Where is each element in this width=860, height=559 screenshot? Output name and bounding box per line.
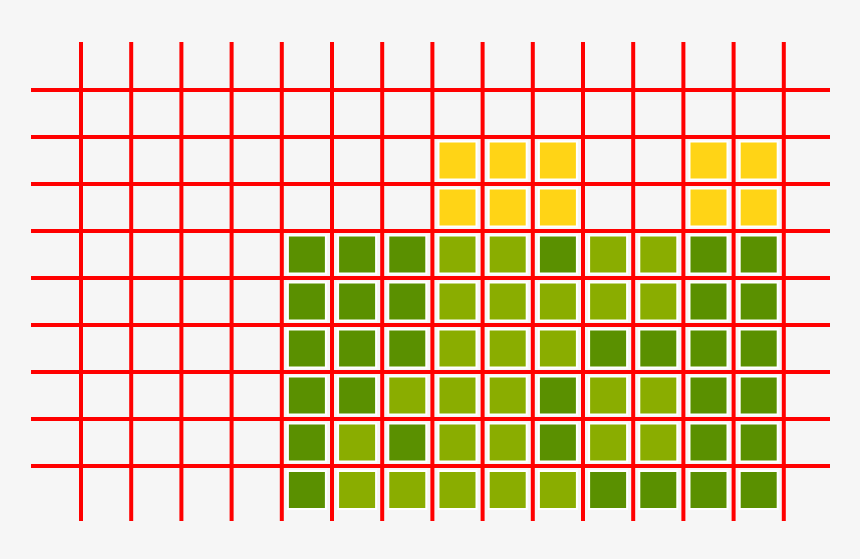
- cell: [537, 422, 578, 463]
- cell: [688, 328, 729, 369]
- cell: [688, 375, 729, 416]
- cell: [337, 470, 378, 510]
- cell: [588, 470, 629, 510]
- cell: [588, 328, 629, 369]
- cell: [337, 281, 378, 322]
- cell: [437, 328, 478, 369]
- cell: [638, 234, 679, 275]
- cell: [487, 140, 528, 181]
- cell: [537, 281, 578, 322]
- cell: [437, 422, 478, 463]
- cell: [688, 422, 729, 463]
- cell: [537, 187, 578, 228]
- cell: [537, 328, 578, 369]
- cell: [738, 328, 779, 369]
- cell: [738, 187, 779, 228]
- cell: [487, 187, 528, 228]
- cell: [638, 375, 679, 416]
- cell: [286, 375, 327, 416]
- cell: [387, 422, 428, 463]
- cell: [437, 234, 478, 275]
- cell: [337, 328, 378, 369]
- cell: [337, 234, 378, 275]
- cell: [588, 422, 629, 463]
- cell: [387, 234, 428, 275]
- cell: [286, 470, 327, 510]
- cells: [286, 140, 779, 510]
- cell: [487, 470, 528, 510]
- cell: [286, 281, 327, 322]
- cell: [588, 281, 629, 322]
- cell: [688, 234, 729, 275]
- cell: [688, 281, 729, 322]
- cell: [738, 234, 779, 275]
- cell: [487, 422, 528, 463]
- cell: [738, 470, 779, 510]
- cell: [537, 234, 578, 275]
- cell: [537, 375, 578, 416]
- cell: [286, 328, 327, 369]
- cell: [588, 375, 629, 416]
- cell: [437, 187, 478, 228]
- grid-lines: [31, 42, 830, 521]
- cell: [337, 422, 378, 463]
- cell: [688, 470, 729, 510]
- cell: [738, 281, 779, 322]
- cell: [437, 375, 478, 416]
- cell: [638, 470, 679, 510]
- cell: [688, 140, 729, 181]
- cell: [638, 281, 679, 322]
- cell: [487, 281, 528, 322]
- cell: [387, 328, 428, 369]
- cell: [286, 422, 327, 463]
- cell: [738, 140, 779, 181]
- cell: [487, 234, 528, 275]
- cell: [437, 140, 478, 181]
- cell: [437, 281, 478, 322]
- cell: [286, 234, 327, 275]
- cell: [688, 187, 729, 228]
- cell: [387, 470, 428, 510]
- cell: [588, 234, 629, 275]
- cell: [387, 281, 428, 322]
- cell: [537, 140, 578, 181]
- cell: [487, 328, 528, 369]
- cell: [387, 375, 428, 416]
- cell: [738, 375, 779, 416]
- cell: [638, 328, 679, 369]
- cell: [537, 470, 578, 510]
- cell: [738, 422, 779, 463]
- cell: [337, 375, 378, 416]
- cell: [638, 422, 679, 463]
- cell: [437, 470, 478, 510]
- cell: [487, 375, 528, 416]
